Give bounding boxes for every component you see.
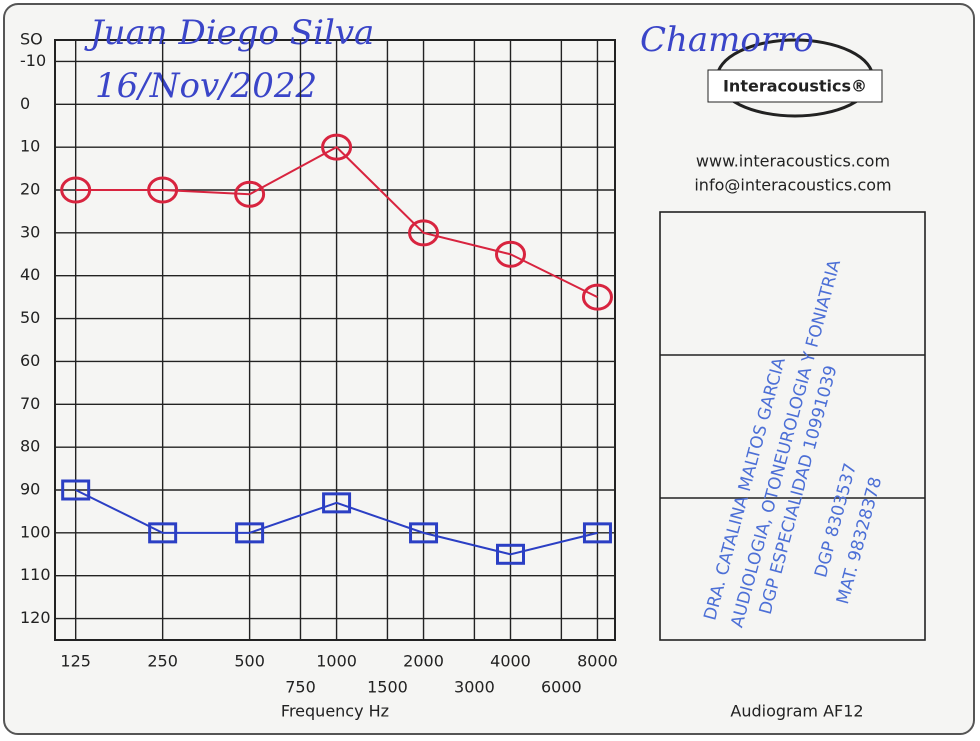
email: info@interacoustics.com: [694, 176, 891, 195]
card: [3, 3, 975, 735]
y-tick-label: 120: [20, 608, 51, 627]
marker: [408, 219, 440, 247]
patient-name: Juan Diego Silva: [84, 13, 374, 53]
x-tick-label: 2000: [403, 652, 444, 671]
x-tick-label: 1500: [367, 678, 408, 697]
marker: [148, 522, 178, 544]
y-tick-label: 60: [20, 351, 40, 370]
marker: [581, 283, 613, 311]
marker: [61, 479, 91, 501]
marker: [235, 522, 265, 544]
y-tick-label: 0: [20, 94, 30, 113]
y-tick-label: 80: [20, 437, 40, 456]
y-tick-label: 110: [20, 565, 51, 584]
marker: [495, 240, 527, 268]
x-tick-label: 750: [285, 678, 316, 697]
series-line: [75, 489, 598, 556]
web: www.interacoustics.com: [696, 152, 890, 171]
x-tick-label: 8000: [577, 652, 618, 671]
x-axis-label: Frequency Hz: [281, 702, 389, 721]
marker: [321, 133, 353, 161]
marker: [147, 176, 179, 204]
right-panel: [659, 211, 926, 641]
x-tick-label: 3000: [454, 678, 495, 697]
marker: [409, 522, 439, 544]
marker: [322, 492, 352, 514]
y-tick-label: 100: [20, 522, 51, 541]
brand: Interacoustics®: [723, 77, 867, 96]
x-tick-label: 6000: [541, 678, 582, 697]
y-tick-label: SO: [20, 30, 43, 49]
x-tick-label: 250: [147, 652, 178, 671]
date: 16/Nov/2022: [95, 66, 317, 106]
y-tick-label: 40: [20, 265, 40, 284]
x-tick-label: 1000: [316, 652, 357, 671]
logo-band: [707, 69, 883, 103]
y-tick-label: 10: [20, 137, 40, 156]
y-tick-label: 90: [20, 480, 40, 499]
y-tick-label: 30: [20, 222, 40, 241]
x-tick-label: 4000: [490, 652, 531, 671]
x-tick-label: 125: [60, 652, 91, 671]
marker: [582, 522, 612, 544]
marker: [60, 176, 92, 204]
footer: Audiogram AF12: [730, 702, 863, 721]
plot-frame: [54, 39, 616, 641]
marker: [234, 180, 266, 208]
surname: Chamorro: [640, 20, 814, 60]
series-line: [75, 145, 598, 299]
y-tick-label: 70: [20, 394, 40, 413]
marker: [496, 543, 526, 565]
y-tick-label: 20: [20, 180, 40, 199]
y-tick-label: 50: [20, 308, 40, 327]
x-tick-label: 500: [234, 652, 265, 671]
y-tick-label: -10: [20, 51, 46, 70]
